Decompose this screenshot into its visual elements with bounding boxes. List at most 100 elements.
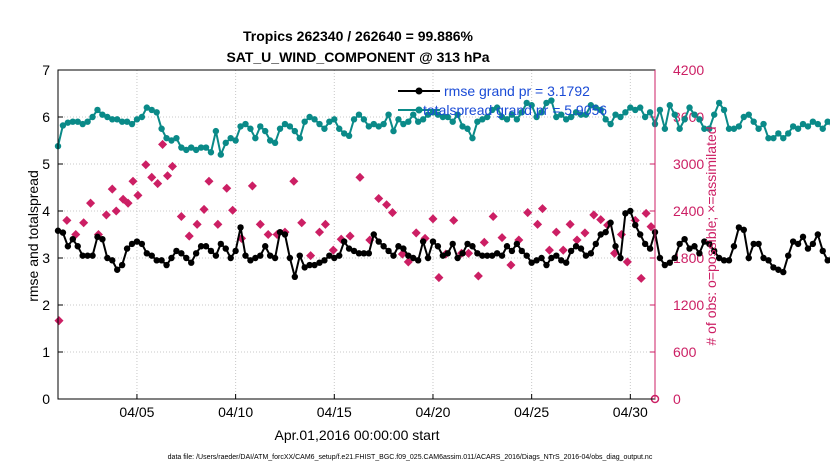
- rmse-point: [725, 257, 733, 264]
- right-y-tick-label: 3000: [673, 156, 704, 172]
- legend-rmse-marker: [415, 87, 423, 95]
- left-y-tick-label: 7: [42, 62, 50, 78]
- obs-marker: [523, 208, 533, 218]
- rmse-point: [775, 266, 782, 273]
- obs-marker: [449, 215, 459, 225]
- spread-point: [577, 111, 585, 118]
- rmse-point: [503, 243, 511, 250]
- spread-point: [296, 134, 303, 142]
- right-y-tick-label: 1200: [673, 297, 704, 313]
- spread-point: [271, 139, 279, 147]
- obs-marker: [167, 161, 177, 171]
- rmse-point: [770, 264, 777, 271]
- rmse-point: [173, 247, 180, 255]
- legend-spread-label: totalspread grand pr = 5.9056: [423, 102, 607, 118]
- rmse-point: [197, 243, 205, 250]
- spread-point: [79, 120, 86, 128]
- obs-marker: [387, 208, 398, 218]
- spread-point: [636, 104, 644, 111]
- rmse-point: [271, 254, 279, 262]
- spread-point: [711, 111, 718, 118]
- rmse-point: [765, 257, 772, 264]
- rmse-point: [385, 247, 392, 255]
- spread-point: [109, 116, 116, 123]
- obs-marker: [306, 251, 316, 261]
- rmse-point: [523, 252, 530, 259]
- rmse-point: [760, 254, 767, 262]
- spread-point: [518, 109, 525, 116]
- rmse-point: [202, 243, 210, 250]
- spread-point: [173, 134, 180, 142]
- spread-point: [449, 118, 456, 125]
- obs-marker: [192, 219, 202, 229]
- spread-point: [331, 116, 338, 123]
- spread-point: [656, 106, 664, 114]
- rmse-point: [207, 247, 215, 255]
- spread-point: [232, 137, 239, 144]
- spread-point: [528, 102, 535, 109]
- rmse-point: [94, 233, 101, 241]
- rmse-point: [636, 231, 644, 238]
- spread-point: [380, 120, 387, 128]
- rmse-point: [291, 273, 299, 280]
- obs-marker: [374, 193, 384, 203]
- obs-marker: [62, 215, 72, 225]
- spread-point: [508, 111, 516, 118]
- spread-point: [281, 120, 289, 128]
- rmse-point: [706, 240, 713, 248]
- spread-point: [720, 106, 728, 114]
- spread-point: [780, 134, 787, 142]
- spread-point: [755, 125, 762, 132]
- spread-point: [375, 123, 382, 130]
- rmse-point: [484, 252, 491, 259]
- rmse-point: [597, 231, 604, 238]
- spread-point: [301, 118, 308, 125]
- spread-point: [789, 123, 797, 130]
- rmse-point: [602, 228, 609, 236]
- spread-point: [262, 127, 269, 135]
- rmse-point: [508, 247, 516, 255]
- obs-marker: [345, 231, 355, 241]
- obs-marker: [199, 204, 209, 214]
- legend-rmse-label: rmse grand pr = 3.1792: [444, 83, 590, 99]
- rmse-point: [74, 243, 81, 250]
- spread-point: [809, 118, 817, 125]
- rmse-point: [622, 210, 629, 217]
- spread-point: [227, 134, 234, 142]
- rmse-point: [99, 236, 106, 243]
- obs-marker: [314, 227, 325, 237]
- spread-point: [350, 116, 358, 123]
- spread-point: [641, 113, 649, 121]
- rmse-point: [138, 240, 146, 248]
- rmse-point: [562, 259, 570, 266]
- totalspread-series: [54, 97, 830, 158]
- x-tick-label: 04/20: [415, 404, 450, 420]
- rmse-point: [178, 250, 185, 257]
- spread-point: [163, 134, 170, 142]
- obs-marker: [328, 245, 338, 255]
- rmse-point: [345, 245, 353, 252]
- spread-point: [770, 134, 777, 142]
- spread-point: [824, 118, 830, 125]
- rmse-point: [192, 250, 200, 257]
- rmse-point: [686, 245, 693, 252]
- obs-marker: [86, 198, 96, 208]
- obs-marker: [320, 219, 330, 229]
- rmse-point: [340, 238, 348, 245]
- obs-marker: [506, 260, 516, 270]
- right-y-axis-label: # of obs: o=possible; ×=assimilated: [703, 126, 719, 345]
- rmse-point: [493, 250, 501, 257]
- rmse-point: [429, 238, 437, 245]
- rmse-point: [582, 252, 590, 259]
- spread-point: [523, 99, 530, 107]
- rmse-point: [479, 252, 486, 259]
- rmse-point: [84, 252, 91, 259]
- right-y-tick-label: 0: [673, 391, 681, 407]
- spread-point: [222, 139, 229, 147]
- rmse-point: [740, 226, 748, 233]
- rmse-point: [321, 257, 328, 264]
- rmse-point: [592, 240, 599, 248]
- spread-point: [242, 120, 249, 128]
- rmse-point: [296, 252, 303, 259]
